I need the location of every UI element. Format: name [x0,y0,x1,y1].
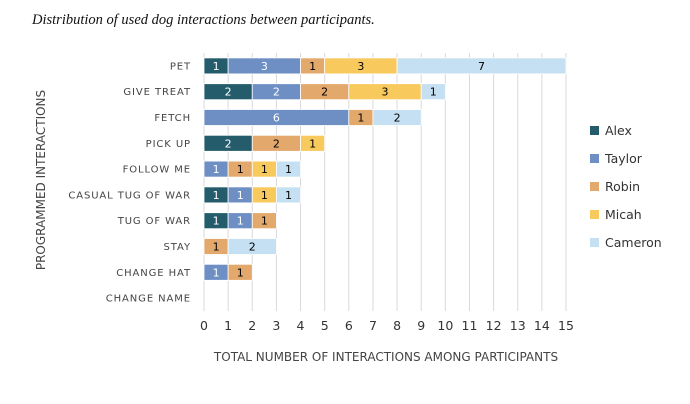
category-label-tug-of-war: TUG OF WAR [117,216,191,227]
data-label-casual-tug-of-war-micah: 1 [261,189,268,202]
category-labels: PET GIVE TREAT FETCH PICK UP FOLLOW ME CASUAL… [68,61,191,305]
x-tick-label: 1 [224,318,232,333]
category-label-pick-up: PICK UP [146,139,191,150]
x-axis-title: TOTAL NUMBER OF INTERACTIONS AMONG PARTI… [213,350,558,364]
data-label-fetch-cameron: 2 [394,112,401,125]
bar-pick-up-micah [300,134,326,152]
data-label-pick-up-robin: 2 [273,137,280,150]
bar-change-hat-robin [227,263,253,281]
data-label-tug-of-war-taylor: 1 [237,215,244,228]
bar-pet-cameron [396,57,567,75]
gridlines [203,53,567,311]
x-tick-label: 2 [248,318,256,333]
bar-follow-me-cameron [275,160,301,178]
legend-label-alex: Alex [605,123,632,138]
data-label-casual-tug-of-war-taylor: 1 [237,189,244,202]
x-tick-label: 3 [272,318,280,333]
data-label-tug-of-war-alex: 1 [213,215,220,228]
data-label-pet-robin: 1 [309,60,316,73]
data-label-change-hat-robin: 1 [237,266,244,279]
legend-swatch-cameron [590,238,599,247]
x-tick-label: 7 [369,318,377,333]
data-label-tug-of-war-robin: 1 [261,215,268,228]
data-label-give-treat-robin: 2 [321,86,328,99]
data-label-casual-tug-of-war-cameron: 1 [285,189,292,202]
x-tick-label: 10 [437,318,453,333]
bar-stay-cameron [227,238,277,255]
category-label-change-name: CHANGE NAME [106,294,191,305]
legend-label-micah: Micah [605,207,642,222]
legend-swatch-micah [590,210,599,219]
category-label-stay: STAY [164,242,191,253]
x-tick-label: 4 [297,318,305,333]
category-label-fetch: FETCH [154,113,191,124]
category-label-pet: PET [170,61,191,72]
bar-fetch-cameron [372,109,422,126]
y-axis-title: PROGRAMMED INTERACTIONS [34,90,48,270]
data-label-pet-micah: 3 [357,60,364,73]
chart-title: Distribution of used dog interactions be… [32,12,375,28]
category-label-casual-tug-of-war: CASUAL TUG OF WAR [68,190,191,201]
data-label-give-treat-cameron: 1 [430,86,437,99]
data-label-change-hat-taylor: 1 [213,266,220,279]
data-label-follow-me-taylor: 1 [213,163,220,176]
x-tick-label: 8 [393,318,401,333]
data-label-follow-me-cameron: 1 [285,163,292,176]
data-label-stay-robin: 1 [213,241,220,254]
x-tick-label: 0 [200,318,208,333]
legend-label-cameron: Cameron [605,235,662,250]
data-label-follow-me-micah: 1 [261,163,268,176]
data-label-pick-up-micah: 1 [309,137,316,150]
x-tick-label: 5 [321,318,329,333]
x-tick-labels: 0 1 2 3 4 5 6 7 8 9 10 11 12 13 14 15 [200,318,574,333]
data-label-follow-me-robin: 1 [237,163,244,176]
x-tick-label: 13 [510,318,526,333]
legend-swatch-robin [590,182,599,191]
bar-tug-of-war-robin [251,212,277,230]
x-tick-label: 14 [534,318,550,333]
data-label-stay-cameron: 2 [249,241,256,254]
x-tick-label: 15 [558,318,574,333]
legend-label-robin: Robin [605,179,640,194]
bar-give-treat-cameron [420,83,446,101]
data-label-pick-up-alex: 2 [225,137,232,150]
x-tick-label: 12 [486,318,502,333]
data-label-give-treat-alex: 2 [225,86,232,99]
legend: Alex Taylor Robin Micah Cameron [590,123,662,250]
bar-casual-tug-of-war-cameron [275,186,301,204]
data-label-fetch-taylor: 6 [273,112,280,125]
data-label-fetch-robin: 1 [357,112,364,125]
data-label-pet-cameron: 7 [478,60,485,73]
data-label-casual-tug-of-war-alex: 1 [213,189,220,202]
data-label-give-treat-micah: 3 [382,86,389,99]
category-label-change-hat: CHANGE HAT [116,268,191,279]
category-label-follow-me: FOLLOW ME [123,165,191,176]
x-tick-label: 11 [462,318,478,333]
data-label-give-treat-taylor: 2 [273,86,280,99]
legend-swatch-alex [590,126,599,135]
legend-swatch-taylor [590,154,599,163]
data-label-pet-alex: 1 [213,60,220,73]
legend-label-taylor: Taylor [604,151,643,166]
x-tick-label: 9 [417,318,425,333]
x-tick-label: 6 [345,318,353,333]
category-label-give-treat: GIVE TREAT [123,87,191,98]
bars: 1 3 1 3 72 2 2 3 16 1 22 2 11 1 1 11 1 1 11 1 11 21 1 [203,57,567,281]
data-label-pet-taylor: 3 [261,60,268,73]
